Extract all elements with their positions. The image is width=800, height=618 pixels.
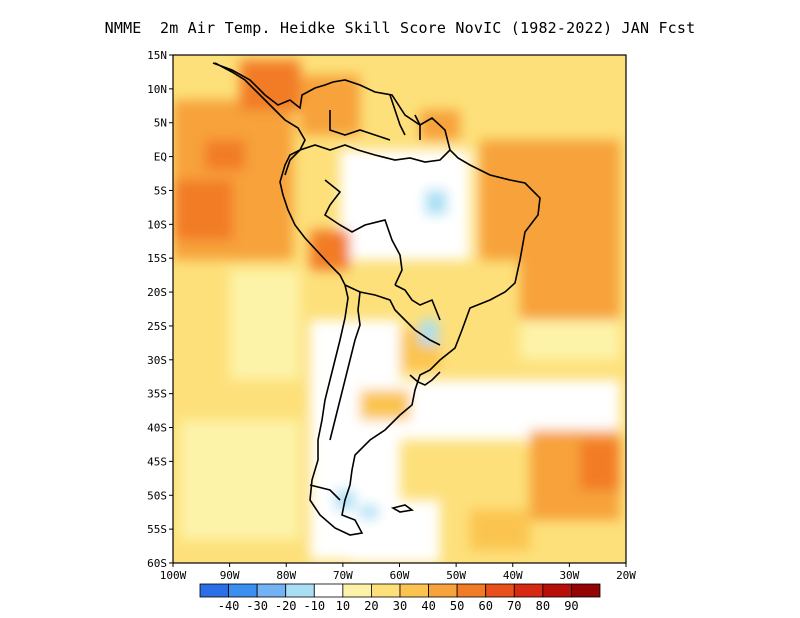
lon-label: 40W <box>503 569 523 582</box>
colorbar-label: 10 <box>336 599 350 613</box>
colorbar-swatch <box>342 583 372 598</box>
lat-label: 20S <box>147 286 167 299</box>
lat-label: 40S <box>147 422 167 435</box>
lat-label: 45S <box>147 455 167 468</box>
lat-label: 35S <box>147 388 167 401</box>
lat-label: 30S <box>147 354 167 367</box>
colorbar-swatch <box>199 583 229 598</box>
lat-label: 60S <box>147 557 167 570</box>
lon-label: 60W <box>390 569 410 582</box>
lat-label: 15S <box>147 252 167 265</box>
colorbar-label: 80 <box>536 599 550 613</box>
colorbar-label: 40 <box>421 599 435 613</box>
colorbar-label: -40 <box>218 599 240 613</box>
chart-title: NMME 2m Air Temp. Heidke Skill Score Nov… <box>104 19 696 37</box>
colorbar-swatch <box>513 583 544 598</box>
colorbar-label: 60 <box>478 599 492 613</box>
lat-label: EQ <box>154 151 167 164</box>
colorbar-label: 20 <box>364 599 378 613</box>
colorbar: -40 -30 -20 -10 10 20 30 40 50 60 70 80 90 <box>199 583 601 613</box>
lon-label: 100W <box>160 569 187 582</box>
colorbar-label: -10 <box>303 599 325 613</box>
colorbar-swatch <box>371 583 401 598</box>
colorbar-swatch <box>456 583 487 598</box>
colorbar-label: 90 <box>564 599 578 613</box>
colorbar-swatch <box>228 583 258 598</box>
colorbar-label: 30 <box>393 599 407 613</box>
lon-label: 80W <box>276 569 296 582</box>
axis-ticks: 15N 10N 5N EQ 5S 10S 15S 20S 25S 30S 35S 40S 45S 50S 5… <box>147 49 636 582</box>
colorbar-swatch <box>571 583 601 598</box>
colorbar-label: -20 <box>275 599 297 613</box>
lat-label: 50S <box>147 489 167 502</box>
colorbar-swatch <box>313 583 344 598</box>
colorbar-swatch <box>399 583 429 598</box>
colorbar-swatch <box>485 583 515 598</box>
lat-label: 5S <box>154 184 167 197</box>
lon-label: 20W <box>616 569 636 582</box>
colorbar-label: 50 <box>450 599 464 613</box>
lat-label: 15N <box>147 49 167 62</box>
score-field <box>173 55 626 563</box>
colorbar-label: -30 <box>246 599 268 613</box>
lon-label: 30W <box>559 569 579 582</box>
lon-label: 70W <box>333 569 353 582</box>
lat-label: 5N <box>154 117 167 130</box>
lat-label: 55S <box>147 523 167 536</box>
colorbar-swatch <box>285 583 315 598</box>
lat-label: 10S <box>147 218 167 231</box>
colorbar-swatch <box>256 583 287 598</box>
coastlines <box>212 62 541 536</box>
colorbar-swatch <box>428 583 458 598</box>
lat-label: 10N <box>147 83 167 96</box>
lat-label: 25S <box>147 320 167 333</box>
lon-label: 50W <box>446 569 466 582</box>
lon-label: 90W <box>220 569 240 582</box>
colorbar-label: 70 <box>507 599 521 613</box>
colorbar-swatch <box>542 583 572 598</box>
